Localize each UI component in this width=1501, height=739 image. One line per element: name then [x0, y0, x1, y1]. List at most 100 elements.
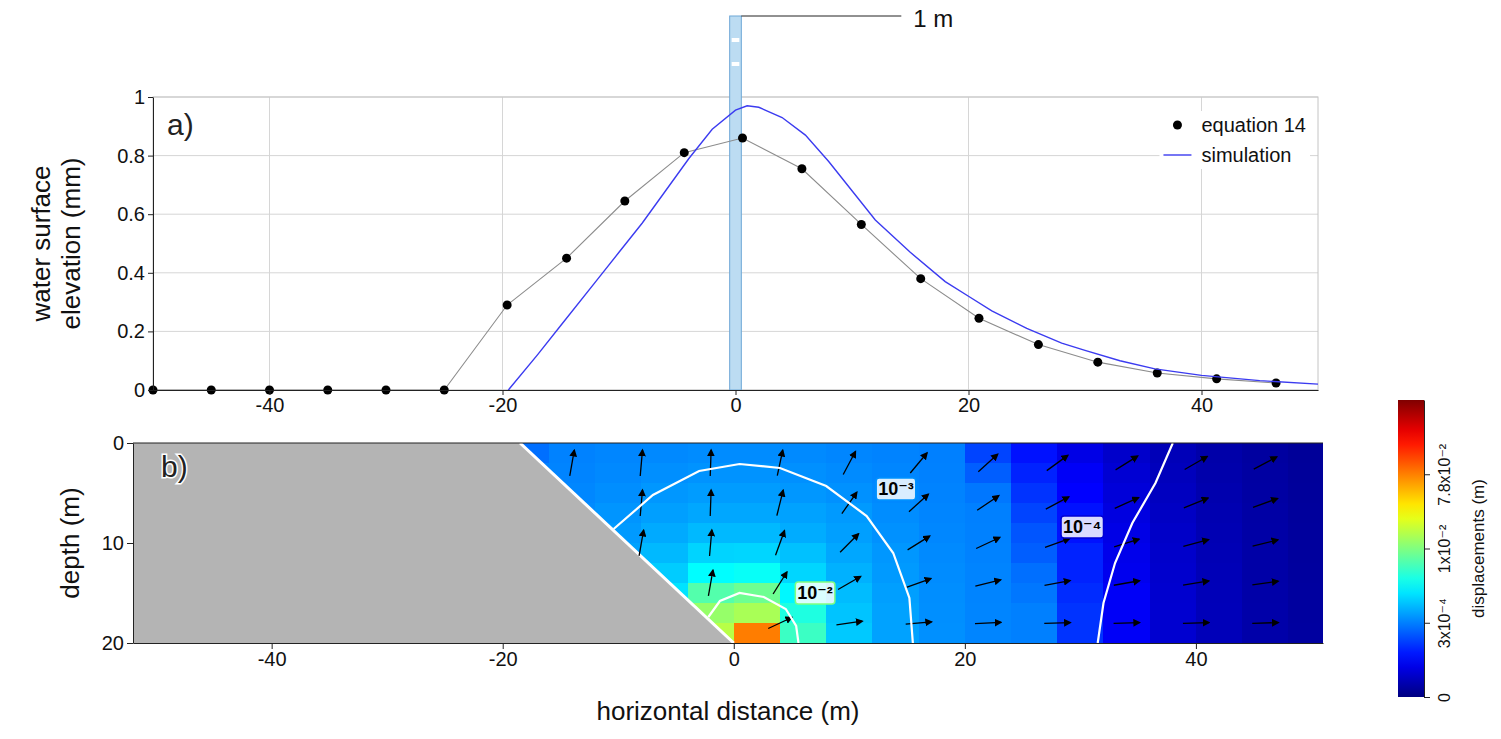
- vector-arrow: [1047, 455, 1068, 470]
- contour-label-text: 10⁻⁴: [1063, 517, 1101, 537]
- tick-mark: [148, 97, 153, 98]
- heat-cell: [734, 523, 781, 544]
- vector-arrow: [1183, 540, 1208, 547]
- vector-arrow: [978, 454, 997, 471]
- heat-cell: [919, 483, 966, 504]
- heat-cell: [965, 483, 1012, 504]
- tick-mark: [127, 643, 133, 644]
- vector-arrow: [1252, 581, 1278, 585]
- heat-cell: [734, 543, 781, 564]
- grid-line: [269, 97, 270, 390]
- data-point: [738, 134, 747, 143]
- tick: 0: [113, 432, 133, 454]
- figure: 1 m-40-200204000.20.40.60.81water surfac…: [0, 0, 1501, 739]
- heat-cell: [780, 603, 827, 624]
- y-axis-line: [133, 444, 134, 644]
- tick-label: 7.8x10⁻²: [1436, 443, 1453, 505]
- tick: 1x10⁻²: [1424, 524, 1453, 573]
- heat-cell: [872, 503, 919, 524]
- heat-cell: [1242, 563, 1289, 584]
- slope-line: [520, 443, 734, 643]
- heat-cell: [1242, 523, 1289, 544]
- heat-cell: [826, 563, 873, 584]
- tick-label: 1: [134, 86, 145, 108]
- tick-label: 40: [1185, 648, 1207, 670]
- heat-cell: [919, 603, 966, 624]
- heat-cell: [1242, 543, 1289, 564]
- heat-cell: [1196, 543, 1243, 564]
- heat-cell: [1150, 543, 1197, 564]
- heat-cell: [1242, 603, 1289, 624]
- heat-cell: [1150, 483, 1197, 504]
- colorbar-title: displacements (m): [1469, 479, 1488, 618]
- annotation-bar: [730, 16, 742, 390]
- tick: -40: [256, 390, 285, 416]
- contour-label-text: 10⁻²: [797, 583, 833, 603]
- tick-mark: [127, 443, 133, 444]
- heat-cell: [1011, 543, 1058, 564]
- heat-cell: [780, 543, 827, 564]
- vector-arrow: [710, 530, 712, 556]
- tick: 0.6: [117, 203, 153, 225]
- heat-cell: [641, 503, 688, 524]
- tick: 40: [1191, 390, 1213, 416]
- tick-label: 10: [102, 532, 124, 554]
- vector-arrow: [843, 452, 855, 475]
- tick-label: -40: [256, 394, 285, 416]
- heat-cell: [1196, 583, 1243, 604]
- heat-cell: [1196, 563, 1243, 584]
- tick: 0: [1424, 693, 1453, 702]
- heat-cell: [1011, 623, 1058, 643]
- heat-cell: [826, 463, 873, 484]
- heat-cell: [826, 483, 873, 504]
- heat-cell: [1150, 603, 1197, 624]
- tick-mark: [148, 273, 153, 274]
- contour-line: [1098, 443, 1173, 643]
- heat-cell: [1011, 563, 1058, 584]
- heat-cell: [1057, 463, 1104, 484]
- heat-cell: [826, 603, 873, 624]
- heat-cell: [919, 543, 966, 564]
- tick: 0.2: [117, 320, 153, 342]
- plot-area: [133, 443, 1323, 643]
- tick-mark: [1424, 474, 1430, 475]
- axis-title: horizontal distance (m): [597, 696, 860, 726]
- heat-cell: [826, 503, 873, 524]
- vector-arrow: [1183, 622, 1209, 624]
- legend-symbol: [1173, 121, 1182, 130]
- heat-cell: [1288, 543, 1323, 564]
- heat-cell: [1196, 623, 1243, 643]
- series-connector: [153, 138, 1276, 390]
- tick: 0: [134, 379, 153, 401]
- tick-label: 0: [730, 394, 741, 416]
- plot-area: [149, 106, 1319, 395]
- heat-cell: [1288, 603, 1323, 624]
- panel: 10⁻²10⁻³10⁻⁴-40-200204001020depth (m)hor…: [55, 400, 1488, 726]
- heat-cell: [1150, 563, 1197, 584]
- heat-cell: [1196, 503, 1243, 524]
- heat-cell: [919, 443, 966, 464]
- heat-cell: [1011, 483, 1058, 504]
- tick: 0: [730, 390, 741, 416]
- heat-cell: [641, 523, 688, 544]
- tick: 7.8x10⁻²: [1424, 443, 1453, 505]
- heat-cell: [1288, 483, 1323, 504]
- vector-arrow: [977, 496, 999, 511]
- vector-arrow: [1183, 581, 1209, 585]
- contour-line: [708, 593, 798, 643]
- heat-cell: [1103, 543, 1150, 564]
- data-point: [797, 164, 806, 173]
- heat-cell: [780, 563, 827, 584]
- tick-mark: [127, 543, 133, 544]
- contour-label-patch: [1061, 516, 1103, 538]
- tick-label: -20: [489, 394, 518, 416]
- series-line: [508, 106, 1318, 390]
- heat-cell: [1057, 443, 1104, 464]
- heat-cell: [688, 583, 735, 604]
- heat-cell: [780, 523, 827, 544]
- vector-arrow: [1253, 540, 1278, 546]
- heat-cell: [1057, 483, 1104, 504]
- vector-arrow: [975, 622, 1001, 623]
- heat-cell: [919, 463, 966, 484]
- tick-label: 0: [1436, 693, 1453, 702]
